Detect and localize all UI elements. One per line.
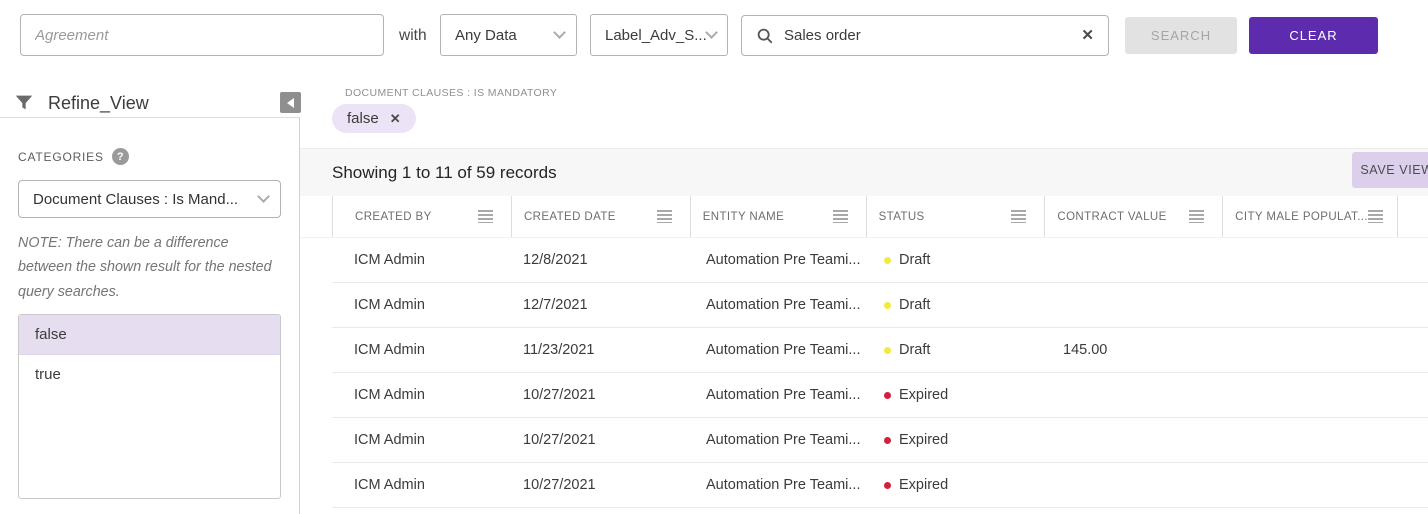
column-header-created-date[interactable]: CREATED DATE	[510, 196, 690, 237]
cell-contract-value: 145.00	[1063, 342, 1108, 358]
cell-created-by: ICM Admin	[354, 297, 425, 313]
table-row[interactable]: ICM Admin 10/27/2021 Automation Pre Team…	[332, 463, 1428, 508]
cell-created-by: ICM Admin	[354, 432, 425, 448]
search-clear-icon[interactable]: ✕	[1081, 27, 1094, 44]
cell-status: Draft	[872, 252, 1053, 268]
with-label: with	[399, 27, 427, 44]
table-header: CREATED BY CREATED DATE ENTITY NAME STAT…	[300, 196, 1428, 238]
column-menu-icon[interactable]	[1368, 210, 1383, 223]
category-select[interactable]: Document Clauses : Is Mand...	[18, 180, 281, 218]
column-header-city-male-population[interactable]: CITY MALE POPULAT...	[1222, 196, 1397, 237]
column-menu-icon[interactable]	[1189, 210, 1205, 223]
cell-entity-name: Automation Pre Teami...	[706, 477, 861, 493]
agreement-input[interactable]	[20, 14, 384, 56]
list-item-true[interactable]: true	[35, 366, 61, 384]
cell-created-date: 12/8/2021	[523, 252, 588, 268]
column-header-created-by[interactable]: CREATED BY	[332, 196, 511, 237]
column-header-status[interactable]: STATUS	[865, 196, 1045, 237]
column-menu-icon[interactable]	[1011, 210, 1027, 223]
label-adv-select[interactable]: Label_Adv_S...	[590, 14, 728, 56]
column-menu-icon[interactable]	[477, 210, 493, 223]
keyword-search-box[interactable]: ✕	[741, 15, 1109, 56]
column-header-next-cut	[1397, 196, 1428, 237]
status-dot-icon	[884, 256, 891, 264]
any-data-value: Any Data	[455, 26, 517, 44]
any-data-select[interactable]: Any Data	[440, 14, 577, 56]
cell-created-date: 10/27/2021	[523, 387, 596, 403]
search-icon	[757, 28, 773, 43]
cell-status: Draft	[872, 342, 1053, 358]
cell-status: Expired	[872, 432, 1053, 448]
cell-status: Expired	[872, 387, 1053, 403]
cell-created-date: 10/27/2021	[523, 432, 596, 448]
cell-created-by: ICM Admin	[354, 477, 425, 493]
results-summary: Showing 1 to 11 of 59 records	[332, 163, 557, 182]
column-menu-icon[interactable]	[656, 210, 672, 223]
cell-entity-name: Automation Pre Teami...	[706, 342, 861, 358]
clear-button[interactable]: CLEAR	[1249, 17, 1378, 54]
categories-label: CATEGORIES	[18, 149, 104, 164]
cell-entity-name: Automation Pre Teami...	[706, 297, 861, 313]
category-options-list: false true	[18, 313, 281, 499]
status-dot-icon	[884, 481, 891, 489]
chevron-down-icon	[704, 26, 718, 39]
cell-created-by: ICM Admin	[354, 342, 425, 358]
list-item-false[interactable]: false	[19, 314, 280, 355]
cell-status: Draft	[872, 297, 1053, 313]
search-button[interactable]: SEARCH	[1125, 17, 1237, 54]
filter-funnel-icon	[15, 95, 33, 110]
chevron-down-icon	[257, 190, 270, 203]
cell-created-date: 11/23/2021	[523, 342, 595, 358]
column-header-contract-value[interactable]: CONTRACT VALUE	[1044, 196, 1222, 237]
status-dot-icon	[884, 391, 891, 399]
cell-entity-name: Automation Pre Teami...	[706, 252, 861, 268]
table-row[interactable]: ICM Admin 11/23/2021 Automation Pre Team…	[332, 328, 1428, 373]
status-dot-icon	[884, 346, 891, 354]
status-dot-icon	[884, 436, 891, 444]
help-icon[interactable]: ?	[111, 148, 129, 165]
refine-panel: CATEGORIES ? Document Clauses : Is Mand.…	[0, 117, 300, 514]
chip-close-icon[interactable]: ✕	[389, 111, 401, 126]
cell-entity-name: Automation Pre Teami...	[706, 387, 861, 403]
table-row[interactable]: ICM Admin 10/27/2021 Automation Pre Team…	[332, 373, 1428, 418]
table-row[interactable]: ICM Admin 12/7/2021 Automation Pre Teami…	[332, 283, 1428, 328]
save-view-button[interactable]: SAVE VIEW	[1352, 152, 1428, 188]
column-header-entity-name[interactable]: ENTITY NAME	[689, 196, 866, 237]
nested-query-note: NOTE: There can be a difference between …	[18, 235, 272, 300]
table-row[interactable]: ICM Admin 10/27/2021 Automation Pre Team…	[332, 418, 1428, 463]
label-adv-value: Label_Adv_S...	[605, 26, 707, 44]
cell-created-by: ICM Admin	[354, 252, 425, 268]
cell-created-date: 12/7/2021	[523, 297, 588, 313]
cell-status: Expired	[872, 477, 1053, 493]
refine-view-title: Refine_View	[48, 93, 149, 113]
cell-created-date: 10/27/2021	[523, 477, 596, 493]
filter-group-label: DOCUMENT CLAUSES : IS MANDATORY	[345, 87, 558, 99]
status-dot-icon	[884, 301, 891, 309]
filter-chip-false[interactable]: false ✕	[332, 104, 416, 133]
cell-created-by: ICM Admin	[354, 387, 425, 403]
results-summary-band: Showing 1 to 11 of 59 records	[300, 148, 1428, 196]
table-body: ICM Admin 12/8/2021 Automation Pre Teami…	[332, 238, 1428, 508]
table-row[interactable]: ICM Admin 12/8/2021 Automation Pre Teami…	[332, 238, 1428, 283]
collapse-sidebar-button[interactable]	[280, 92, 301, 113]
category-value: Document Clauses : Is Mand...	[33, 190, 239, 208]
triangle-left-icon	[286, 97, 294, 108]
filter-chip-label: false	[347, 110, 379, 127]
chevron-down-icon	[553, 26, 566, 39]
column-menu-icon[interactable]	[832, 210, 848, 223]
keyword-search-input[interactable]	[784, 27, 1072, 44]
cell-entity-name: Automation Pre Teami...	[706, 432, 861, 448]
